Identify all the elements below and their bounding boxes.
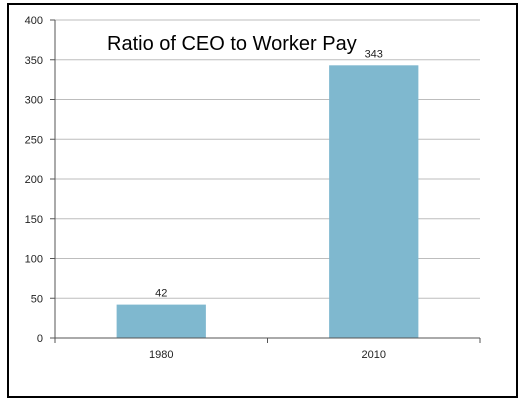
- bars: 42 343: [116, 48, 419, 338]
- y-tick-label: 400: [25, 15, 43, 27]
- y-tick-label: 250: [25, 134, 43, 146]
- y-axis-ticks: 0 50 100 150 200 250 300 350 400: [25, 15, 55, 345]
- y-tick-label: 150: [25, 214, 43, 226]
- y-tick-label: 300: [25, 95, 43, 107]
- data-label-1980: 42: [155, 288, 167, 300]
- y-tick-label: 50: [31, 293, 43, 305]
- y-tick-label: 0: [37, 333, 43, 345]
- x-tick-label-1980: 1980: [149, 349, 173, 361]
- bar-1980: [116, 304, 206, 338]
- x-tick-label-2010: 2010: [362, 349, 386, 361]
- y-tick-label: 200: [25, 174, 43, 186]
- chart-title: Ratio of CEO to Worker Pay: [107, 33, 357, 55]
- x-axis-ticks: 1980 2010: [54, 338, 481, 361]
- y-tick-label: 350: [25, 55, 43, 67]
- y-tick-label: 100: [25, 254, 43, 266]
- data-label-2010: 343: [365, 48, 383, 60]
- chart-frame: [7, 3, 518, 398]
- bar-2010: [329, 65, 419, 338]
